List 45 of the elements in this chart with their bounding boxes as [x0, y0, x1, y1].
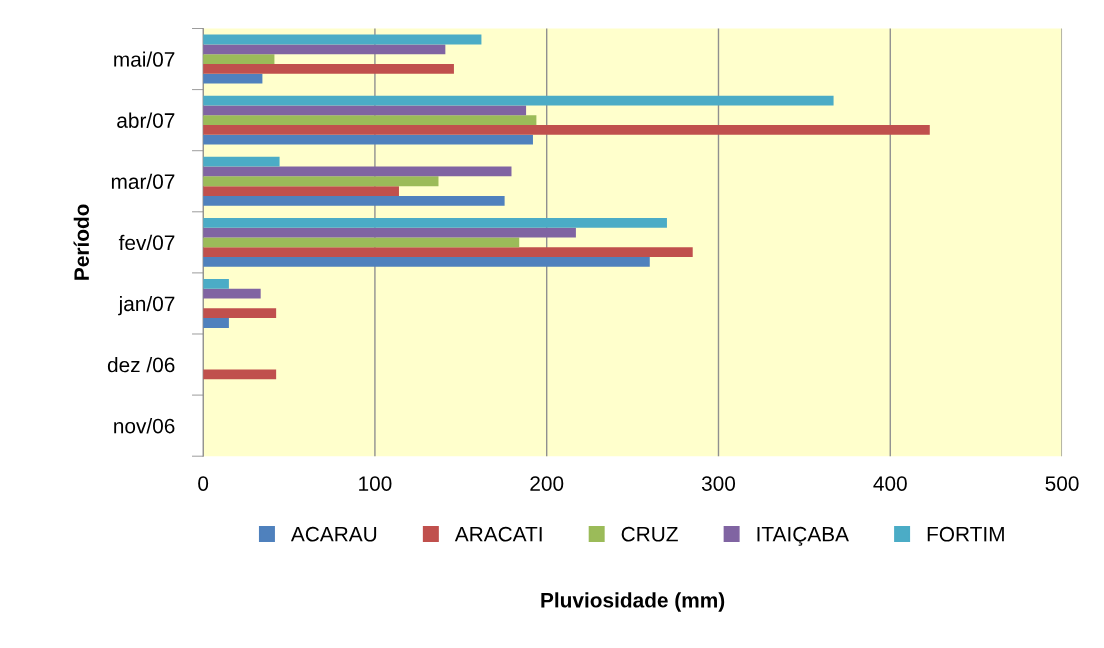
legend-label: CRUZ: [621, 526, 678, 542]
y-tick-label: dez /06: [107, 357, 175, 373]
bar: [203, 95, 834, 106]
x-tick-label: 0: [198, 476, 209, 491]
x-tick-label: 100: [359, 476, 392, 491]
bar: [203, 54, 275, 64]
bar: [203, 44, 446, 55]
bar: [203, 156, 280, 167]
legend-label: ITAIÇABA: [757, 526, 849, 546]
bar: [203, 257, 650, 267]
x-axis-title: Pluviosidade (mm): [541, 592, 725, 612]
bar: [203, 247, 693, 258]
bar: [203, 105, 527, 116]
y-axis-title: Período: [73, 204, 90, 280]
bar: [203, 288, 261, 299]
bar: [203, 237, 520, 248]
legend-label: ACARAU: [290, 526, 377, 542]
bar: [203, 217, 667, 228]
bar: [203, 34, 482, 45]
bar: [203, 63, 454, 74]
bar: [203, 318, 229, 328]
x-tick-label: 500: [1045, 476, 1079, 491]
legend-label: FORTIM: [927, 526, 1004, 542]
bar: [203, 125, 930, 135]
bar: [203, 227, 576, 238]
bar: [203, 369, 277, 380]
bar: [203, 176, 439, 187]
x-tick-label: 200: [530, 476, 564, 491]
bar: [203, 134, 533, 145]
bar: [203, 279, 229, 289]
legend-label: ARACATI: [454, 526, 542, 542]
y-tick-label: abr/07: [117, 112, 175, 128]
y-tick-label: mai/07: [114, 51, 175, 67]
y-tick-label: nov/06: [114, 418, 175, 434]
x-tick-label: 400: [873, 476, 907, 491]
bar: [203, 73, 263, 84]
y-tick-label: fev/07: [118, 234, 175, 251]
bar: [203, 115, 537, 126]
bar: [203, 195, 505, 206]
y-tick-label: jan/07: [118, 295, 175, 316]
bar: [203, 308, 277, 319]
bar: [203, 166, 512, 177]
bar: [203, 186, 399, 196]
x-tick-label: 300: [701, 476, 736, 491]
y-tick-label: mar/07: [111, 173, 175, 190]
